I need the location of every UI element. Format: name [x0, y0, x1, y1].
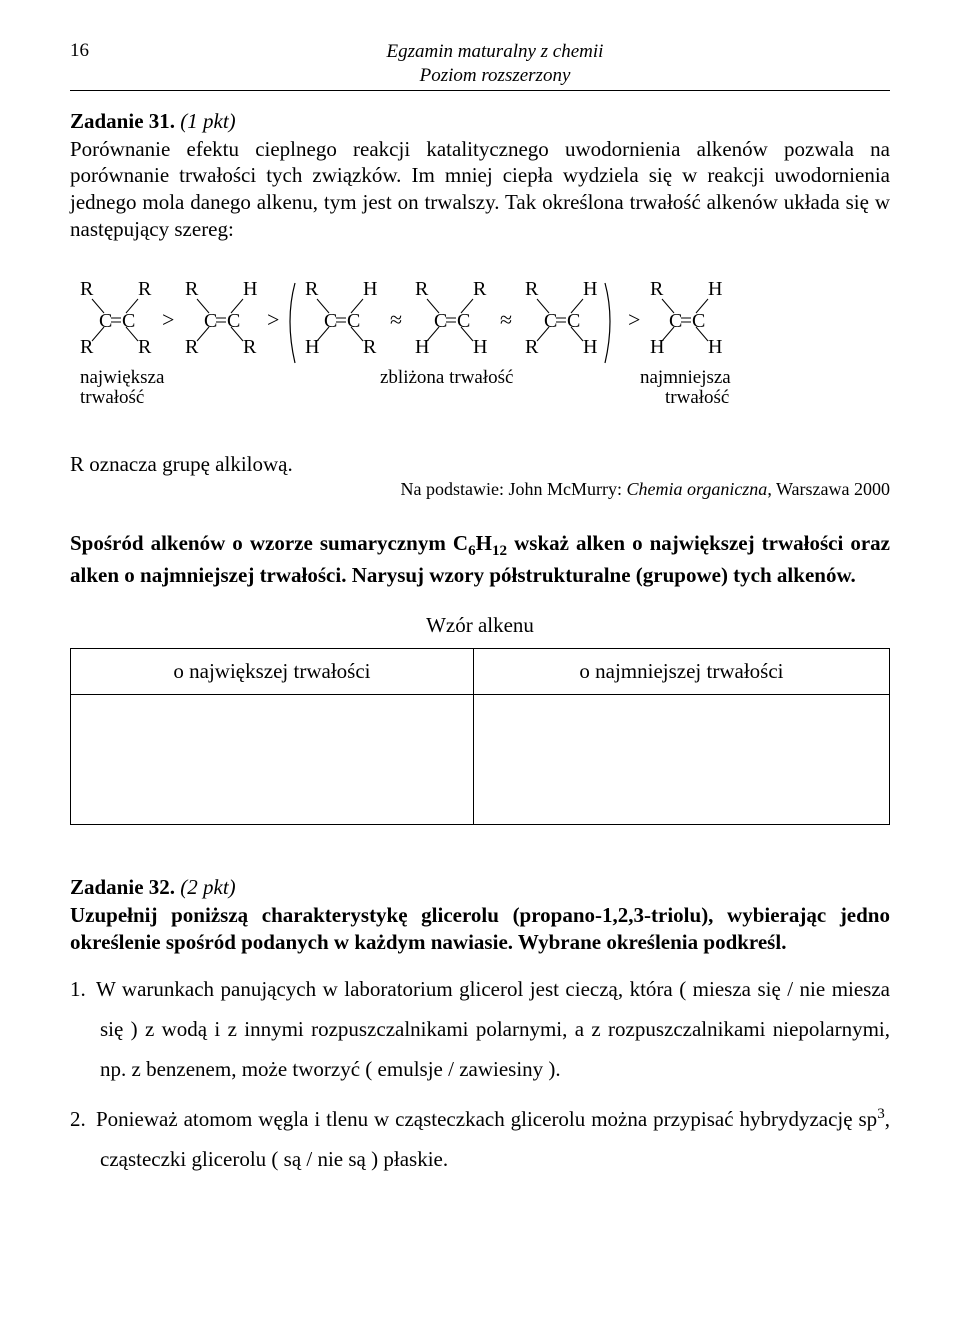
answer-cell-2[interactable] [473, 695, 889, 825]
diagram-H: H [650, 336, 664, 358]
diagram-C: C [434, 310, 447, 332]
label-smallest: najmniejsza [640, 367, 731, 388]
instr-sub1: 6 [468, 543, 476, 559]
diagram-R: R [650, 278, 664, 300]
approx-symbol: ≈ [390, 307, 402, 332]
diagram-H: H [583, 336, 597, 358]
task31-title-bold: Zadanie 31. [70, 109, 175, 133]
header-titles: Egzamin maturalny z chemii Poziom rozsze… [100, 40, 890, 88]
table-col2-header: o najmniejszej trwałości [473, 649, 889, 695]
diagram-C: C [544, 310, 557, 332]
diagram-C: C [227, 310, 240, 332]
task32-item1: 1.W warunkach panujących w laboratorium … [70, 970, 890, 1090]
label-smallest2: trwałość [665, 387, 729, 408]
header-line1: Egzamin maturalny z chemii [100, 40, 890, 64]
diagram-H: H [415, 336, 429, 358]
diagram-C: C [669, 310, 682, 332]
paren-left [290, 283, 295, 363]
citation-suffix: , Warszawa 2000 [767, 479, 890, 499]
diagram-C: C [692, 310, 705, 332]
task32-instruction: Uzupełnij poniższą charakterystykę glice… [70, 902, 890, 956]
gt-symbol: > [162, 307, 174, 332]
diagram-C: C [99, 310, 112, 332]
task32-title-bold: Zadanie 32. [70, 875, 175, 899]
diagram-R: R [473, 278, 487, 300]
diagram-R: R [243, 336, 257, 358]
gt-symbol: > [628, 307, 640, 332]
diagram-R: R [185, 278, 199, 300]
citation-prefix: Na podstawie: John McMurry: [401, 479, 627, 499]
item2-num: 2. [70, 1100, 96, 1140]
diagram-R: R [185, 336, 199, 358]
citation: Na podstawie: John McMurry: Chemia organ… [70, 479, 890, 500]
item2-sup: 3 [877, 1106, 885, 1122]
diagram-H: H [708, 278, 722, 300]
page-header: 16 Egzamin maturalny z chemii Poziom roz… [70, 40, 890, 91]
diagram-C: C [347, 310, 360, 332]
task31-title-points: (1 pkt) [180, 109, 235, 133]
instr-sub2: 12 [492, 543, 507, 559]
alkene-stability-diagram: R R R R C C > R H R R [70, 265, 890, 425]
answer-table: Wzór alkenu o największej trwałości o na… [70, 602, 890, 825]
diagram-R: R [525, 336, 539, 358]
label-similar: zbliżona trwałość [380, 367, 513, 388]
label-largest: największa [80, 367, 165, 388]
diagram-H: H [243, 278, 257, 300]
task31-instruction: Spośród alkenów o wzorze sumarycznym C6H… [70, 530, 890, 588]
task31-title: Zadanie 31. (1 pkt) [70, 109, 890, 134]
diagram-C: C [457, 310, 470, 332]
r-group-note: R oznacza grupę alkilową. [70, 452, 890, 477]
item1-text: W warunkach panujących w laboratorium gl… [96, 977, 890, 1081]
citation-title: Chemia organiczna [626, 479, 767, 499]
item2-a: Ponieważ atomom węgla i tlenu w cząstecz… [96, 1107, 877, 1131]
label-largest2: trwałość [80, 387, 144, 408]
diagram-R: R [138, 336, 152, 358]
diagram-R: R [305, 278, 319, 300]
header-line2: Poziom rozszerzony [100, 64, 890, 88]
diagram-H: H [305, 336, 319, 358]
diagram-C: C [122, 310, 135, 332]
diagram-C: C [567, 310, 580, 332]
table-header: Wzór alkenu [71, 603, 890, 649]
diagram-R: R [80, 336, 94, 358]
diagram-H: H [473, 336, 487, 358]
approx-symbol: ≈ [500, 307, 512, 332]
diagram-R: R [525, 278, 539, 300]
diagram-H: H [363, 278, 377, 300]
task32-title-points: (2 pkt) [180, 875, 235, 899]
diagram-C: C [204, 310, 217, 332]
page-number: 16 [70, 40, 100, 62]
answer-cell-1[interactable] [71, 695, 474, 825]
task32-item2: 2.Ponieważ atomom węgla i tlenu w cząste… [70, 1100, 890, 1180]
task31-paragraph: Porównanie efektu cieplnego reakcji kata… [70, 136, 890, 244]
diagram-R: R [80, 278, 94, 300]
diagram-H: H [583, 278, 597, 300]
item1-num: 1. [70, 970, 96, 1010]
diagram-C: C [324, 310, 337, 332]
instr-part1: Spośród alkenów o wzorze sumarycznym C [70, 531, 468, 555]
instr-mid: H [476, 531, 492, 555]
diagram-R: R [138, 278, 152, 300]
gt-symbol: > [267, 307, 279, 332]
diagram-R: R [415, 278, 429, 300]
task32-title: Zadanie 32. (2 pkt) [70, 875, 890, 900]
paren-right [605, 283, 610, 363]
table-col1-header: o największej trwałości [71, 649, 474, 695]
diagram-R: R [363, 336, 377, 358]
diagram-H: H [708, 336, 722, 358]
